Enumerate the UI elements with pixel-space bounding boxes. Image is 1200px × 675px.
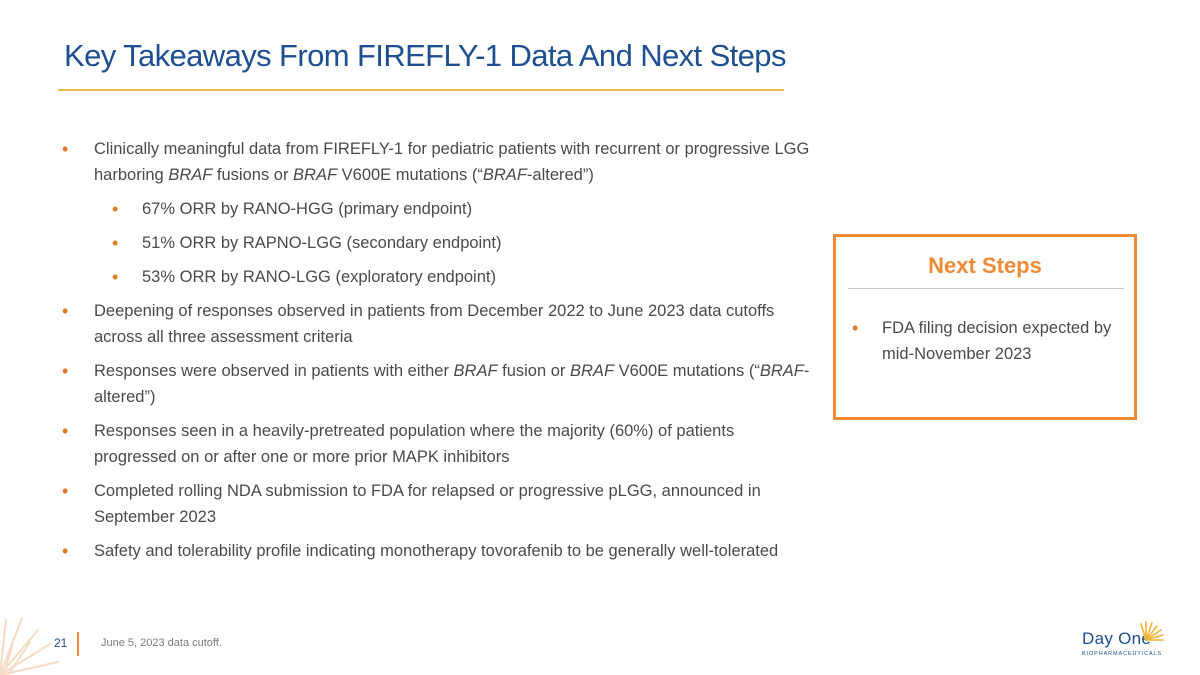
subitem-text: 67% ORR by RANO-HGG (primary endpoint) bbox=[142, 200, 473, 218]
page-number: 21 bbox=[54, 636, 68, 650]
takeaway-item: • Deepening of responses observed in pat… bbox=[60, 298, 810, 350]
takeaway-item: • Responses seen in a heavily-pretreated… bbox=[60, 418, 810, 470]
bullet-icon: • bbox=[112, 233, 119, 253]
bullet-icon: • bbox=[62, 139, 69, 159]
bullet-icon: • bbox=[62, 541, 69, 561]
takeaway-item: • Completed rolling NDA submission to FD… bbox=[60, 478, 810, 530]
footnote: June 5, 2023 data cutoff. bbox=[101, 637, 222, 649]
takeaway-text: Responses seen in a heavily-pretreated p… bbox=[94, 422, 735, 466]
subitem-text: 51% ORR by RAPNO-LGG (secondary endpoint… bbox=[142, 234, 502, 252]
takeaway-item: • Safety and tolerability profile indica… bbox=[60, 538, 810, 564]
next-step-item: • FDA filing decision expected by mid-No… bbox=[850, 315, 1120, 367]
takeaway-text: Deepening of responses observed in patie… bbox=[94, 302, 775, 346]
sun-logo-icon bbox=[1140, 621, 1164, 641]
slide-title: Key Takeaways From FIREFLY-1 Data And Ne… bbox=[64, 38, 786, 73]
bullet-icon: • bbox=[62, 481, 69, 501]
bullet-icon: • bbox=[112, 267, 119, 287]
takeaway-subitem: • 67% ORR by RANO-HGG (primary endpoint) bbox=[60, 196, 810, 222]
title-underline bbox=[58, 89, 784, 91]
takeaway-item: • Clinically meaningful data from FIREFL… bbox=[60, 136, 810, 188]
bullet-icon: • bbox=[62, 301, 69, 321]
takeaway-text: Safety and tolerability profile indicati… bbox=[94, 542, 779, 560]
next-steps-divider bbox=[848, 288, 1124, 289]
takeaway-text: Clinically meaningful data from FIREFLY-… bbox=[94, 140, 810, 184]
takeaways-list: • Clinically meaningful data from FIREFL… bbox=[60, 136, 810, 572]
next-steps-list: • FDA filing decision expected by mid-No… bbox=[850, 315, 1120, 367]
logo-tagline: BIOPHARMACEUTICALS bbox=[1082, 651, 1163, 657]
day-one-logo: Day One BIOPHARMACEUTICALS bbox=[1076, 618, 1168, 664]
sunburst-decoration-icon bbox=[0, 617, 59, 675]
next-step-text: FDA filing decision expected by mid-Nove… bbox=[882, 319, 1112, 363]
takeaway-item: • Responses were observed in patients wi… bbox=[60, 358, 810, 410]
logo-wordmark: Day One bbox=[1082, 629, 1152, 648]
next-steps-box: Next Steps • FDA filing decision expecte… bbox=[833, 234, 1137, 420]
takeaway-subitem: • 51% ORR by RAPNO-LGG (secondary endpoi… bbox=[60, 230, 810, 256]
bullet-icon: • bbox=[852, 318, 859, 338]
takeaway-text: Responses were observed in patients with… bbox=[94, 362, 810, 406]
takeaway-subitem: • 53% ORR by RANO-LGG (exploratory endpo… bbox=[60, 264, 810, 290]
next-steps-title: Next Steps bbox=[928, 253, 1042, 278]
bullet-icon: • bbox=[112, 199, 119, 219]
footer-divider bbox=[77, 632, 79, 656]
takeaway-text: Completed rolling NDA submission to FDA … bbox=[94, 482, 761, 526]
bullet-icon: • bbox=[62, 421, 69, 441]
subitem-text: 53% ORR by RANO-LGG (exploratory endpoin… bbox=[142, 268, 496, 286]
bullet-icon: • bbox=[62, 361, 69, 381]
